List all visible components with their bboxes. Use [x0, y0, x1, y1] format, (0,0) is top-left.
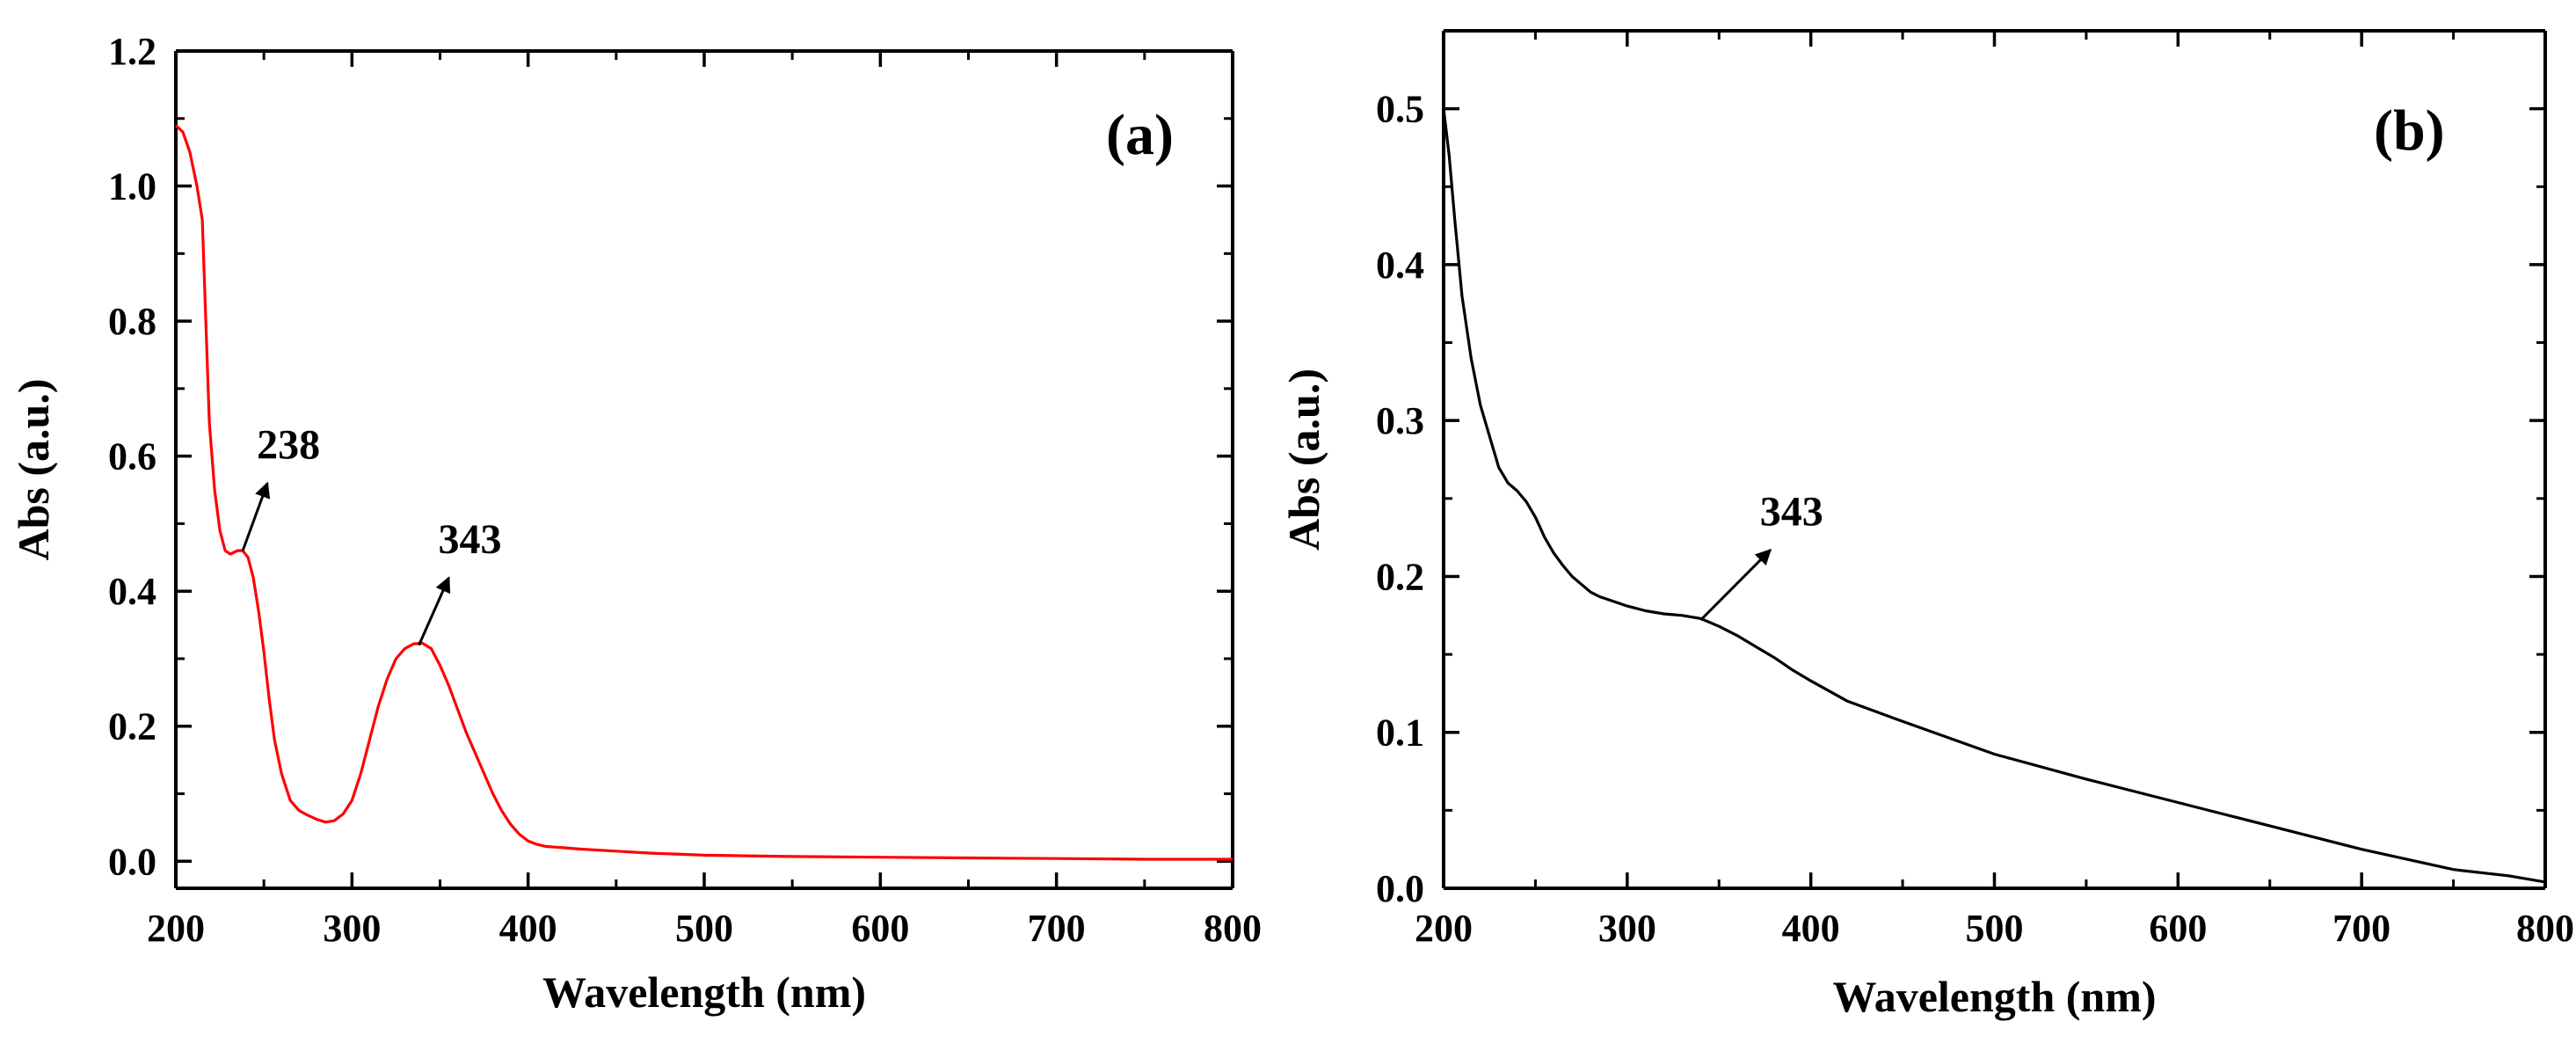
y-tick-label: 0.8: [108, 300, 156, 343]
x-tick-label: 400: [1782, 907, 1840, 950]
chart-panel-a: 200 300 400 500 600 700 800 0.0 0.2 0.4 0.6 0.8 1.0…: [9, 30, 1262, 1017]
spectrum-line: [1442, 108, 2546, 884]
y-axis-ticks: 0.0 0.2 0.4 0.6 0.8 1.0 1.2: [108, 30, 1233, 883]
y-tick-label: 0.3: [1376, 399, 1424, 442]
annotation-label: 343: [439, 516, 502, 563]
y-tick-label: 0.5: [1376, 88, 1424, 131]
y-tick-label: 0.4: [1376, 244, 1424, 287]
x-axis-ticks: 200 300 400 500 600 700 800: [1415, 31, 2574, 950]
panel-label: (b): [2374, 99, 2445, 163]
x-axis-ticks: 200 300 400 500 600 700 800: [147, 51, 1262, 950]
chart-panel-b: 200 300 400 500 600 700 800 0.0 0.1 0.2 0.3 0.4 0.5…: [1279, 29, 2574, 1021]
y-tick-label: 0.1: [1376, 711, 1424, 755]
y-tick-label: 0.0: [108, 840, 156, 883]
annotation-label: 343: [1760, 488, 1823, 535]
x-tick-label: 600: [851, 907, 909, 950]
annotation-label: 238: [257, 421, 320, 468]
y-axis-title: Abs (a.u.): [1279, 368, 1328, 551]
peak-annotations: 238 343: [241, 421, 502, 646]
y-tick-label: 0.6: [108, 435, 156, 478]
y-tick-label: 1.2: [108, 30, 156, 73]
x-axis-title: Wavelength (nm): [542, 967, 866, 1017]
x-tick-label: 200: [147, 907, 205, 950]
y-tick-label: 0.4: [108, 570, 156, 613]
x-tick-label: 300: [323, 907, 381, 950]
annotation-arrow: [418, 576, 451, 646]
x-tick-label: 400: [499, 907, 557, 950]
y-tick-label: 1.0: [108, 165, 156, 208]
x-tick-label: 800: [2516, 907, 2574, 950]
annotation-arrow: [241, 481, 271, 551]
x-tick-label: 200: [1415, 907, 1473, 950]
y-tick-label: 0.2: [108, 705, 156, 748]
peak-annotations: 343: [1699, 488, 1823, 622]
spectrum-line: [174, 124, 1233, 861]
panel-label: (a): [1106, 103, 1174, 167]
x-tick-label: 500: [675, 907, 733, 950]
x-tick-label: 300: [1598, 907, 1656, 950]
x-tick-label: 700: [1028, 907, 1086, 950]
x-tick-label: 500: [1966, 907, 2024, 950]
x-tick-label: 600: [2149, 907, 2207, 950]
y-tick-label: 0.2: [1376, 555, 1424, 598]
y-tick-label: 0.0: [1376, 867, 1424, 910]
x-tick-label: 700: [2332, 907, 2390, 950]
annotation-arrow: [1699, 549, 1772, 622]
y-axis-ticks: 0.0 0.1 0.2 0.3 0.4 0.5: [1376, 88, 2545, 910]
x-axis-title: Wavelength (nm): [1832, 972, 2156, 1021]
x-tick-label: 800: [1204, 907, 1262, 950]
y-axis-title: Abs (a.u.): [9, 379, 58, 561]
